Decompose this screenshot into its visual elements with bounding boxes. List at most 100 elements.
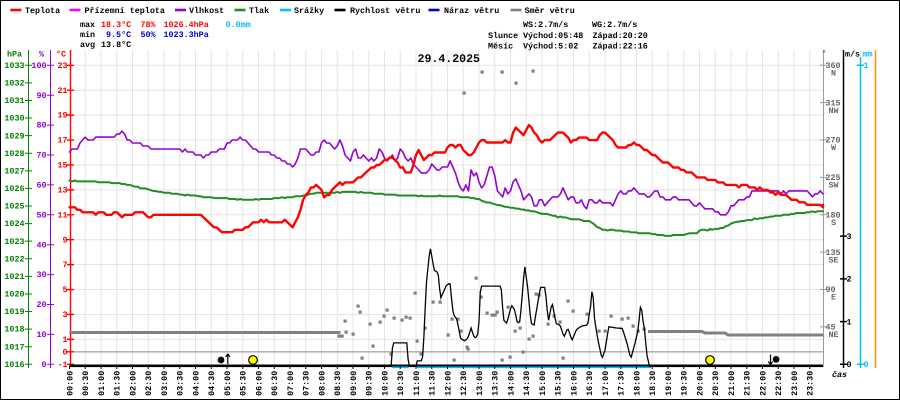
svg-text:09:00: 09:00 <box>349 371 359 396</box>
svg-text:1021: 1021 <box>4 272 24 282</box>
svg-text:E: E <box>831 293 836 303</box>
svg-text:Východ:5:02: Východ:5:02 <box>523 42 578 52</box>
svg-text:02:30: 02:30 <box>144 371 154 396</box>
svg-text:19:30: 19:30 <box>680 371 690 396</box>
svg-text:NE: NE <box>829 330 839 340</box>
svg-text:0: 0 <box>847 360 852 370</box>
svg-text:Tlak: Tlak <box>249 6 269 16</box>
svg-text:29.4.2025: 29.4.2025 <box>418 53 481 66</box>
svg-text:°: ° <box>822 49 827 59</box>
svg-text:15:00: 15:00 <box>538 371 548 396</box>
svg-text:W: W <box>831 143 837 153</box>
svg-text:Vlhkost: Vlhkost <box>189 6 224 16</box>
svg-text:13: 13 <box>57 186 67 196</box>
svg-text:23: 23 <box>57 61 67 71</box>
svg-text:NW: NW <box>829 106 840 116</box>
svg-text:135: 135 <box>826 248 841 258</box>
svg-text:hPa: hPa <box>7 50 22 60</box>
svg-text:03:30: 03:30 <box>176 371 186 396</box>
svg-text:360: 360 <box>826 61 841 71</box>
svg-text:13:30: 13:30 <box>491 371 501 396</box>
svg-text:10:00: 10:00 <box>380 371 390 396</box>
svg-text:SW: SW <box>829 181 840 191</box>
svg-text:1026: 1026 <box>4 184 24 194</box>
svg-text:05:30: 05:30 <box>239 371 249 396</box>
svg-text:09:30: 09:30 <box>365 371 375 396</box>
svg-text:13.8°C: 13.8°C <box>101 40 131 50</box>
svg-text:Východ:05:48: Východ:05:48 <box>523 31 583 41</box>
svg-text:1026.4hPa: 1026.4hPa <box>164 20 209 30</box>
svg-text:Přízemní teplota: Přízemní teplota <box>85 6 165 16</box>
svg-text:78%: 78% <box>141 20 157 30</box>
svg-text:0: 0 <box>864 360 869 370</box>
svg-text:14:30: 14:30 <box>522 371 532 396</box>
svg-text:22:30: 22:30 <box>774 371 784 396</box>
svg-text:10:30: 10:30 <box>396 371 406 396</box>
svg-text:0.0mm: 0.0mm <box>226 20 251 30</box>
svg-text:17: 17 <box>57 136 67 146</box>
svg-text:1023.3hPa: 1023.3hPa <box>164 30 209 40</box>
svg-text:20: 20 <box>36 300 46 310</box>
svg-text:°C: °C <box>56 50 66 60</box>
svg-text:07:30: 07:30 <box>302 371 312 396</box>
svg-text:mm: mm <box>863 50 873 60</box>
svg-text:1020: 1020 <box>4 290 24 300</box>
svg-text:06:00: 06:00 <box>254 371 264 396</box>
svg-text:03:00: 03:00 <box>160 371 170 396</box>
svg-text:16:00: 16:00 <box>569 371 579 396</box>
svg-text:15: 15 <box>57 161 67 171</box>
svg-text:12:30: 12:30 <box>459 371 469 396</box>
svg-text:0: 0 <box>41 360 46 370</box>
svg-text:1027: 1027 <box>4 166 24 176</box>
svg-text:1031: 1031 <box>4 96 24 106</box>
svg-text:18.3°C: 18.3°C <box>101 20 131 30</box>
svg-text:1019: 1019 <box>4 307 24 317</box>
svg-text:315: 315 <box>826 98 841 108</box>
svg-text:Směr větru: Směr větru <box>525 6 575 16</box>
svg-text:05:00: 05:00 <box>223 371 233 396</box>
svg-text:%: % <box>39 50 45 60</box>
svg-text:270: 270 <box>826 136 841 146</box>
svg-text:-1: -1 <box>57 360 67 370</box>
svg-text:1025: 1025 <box>4 202 24 212</box>
svg-text:40: 40 <box>36 240 46 250</box>
svg-text:04:00: 04:00 <box>191 371 201 396</box>
svg-text:70: 70 <box>36 151 46 161</box>
svg-text:Náraz větru: Náraz větru <box>444 6 499 16</box>
svg-text:11:00: 11:00 <box>412 371 422 396</box>
svg-text:Rychlost větru: Rychlost větru <box>350 6 420 16</box>
svg-text:9.5°C: 9.5°C <box>106 30 131 40</box>
svg-text:5: 5 <box>62 285 67 295</box>
svg-text:80: 80 <box>36 121 46 131</box>
svg-text:19: 19 <box>57 111 67 121</box>
svg-text:m/s: m/s <box>845 50 860 60</box>
svg-text:1018: 1018 <box>4 325 24 335</box>
svg-text:225: 225 <box>826 173 841 183</box>
svg-text:18:00: 18:00 <box>632 371 642 396</box>
svg-text:1022: 1022 <box>4 254 24 264</box>
svg-text:19:00: 19:00 <box>664 371 674 396</box>
svg-text:90: 90 <box>36 91 46 101</box>
svg-text:7: 7 <box>62 260 67 270</box>
svg-text:50%: 50% <box>141 30 157 40</box>
svg-text:1024: 1024 <box>4 219 24 229</box>
svg-text:3: 3 <box>847 232 852 242</box>
svg-text:30: 30 <box>36 270 46 280</box>
svg-text:45: 45 <box>826 323 836 333</box>
svg-text:22:00: 22:00 <box>758 371 768 396</box>
svg-text:90: 90 <box>826 285 836 295</box>
svg-text:1029: 1029 <box>4 131 24 141</box>
svg-text:02:00: 02:00 <box>128 371 138 396</box>
svg-text:100: 100 <box>31 61 46 71</box>
svg-text:9: 9 <box>62 235 67 245</box>
svg-text:10: 10 <box>36 330 46 340</box>
svg-text:23:00: 23:00 <box>790 371 800 396</box>
svg-text:Srážky: Srážky <box>294 6 324 16</box>
svg-text:1023: 1023 <box>4 237 24 247</box>
svg-text:Teplota: Teplota <box>25 6 60 16</box>
svg-text:max: max <box>80 20 95 30</box>
svg-text:16:30: 16:30 <box>585 371 595 396</box>
svg-text:50: 50 <box>36 210 46 220</box>
svg-text:WS:2.7m/s: WS:2.7m/s <box>523 20 568 30</box>
svg-text:1033: 1033 <box>4 61 24 71</box>
